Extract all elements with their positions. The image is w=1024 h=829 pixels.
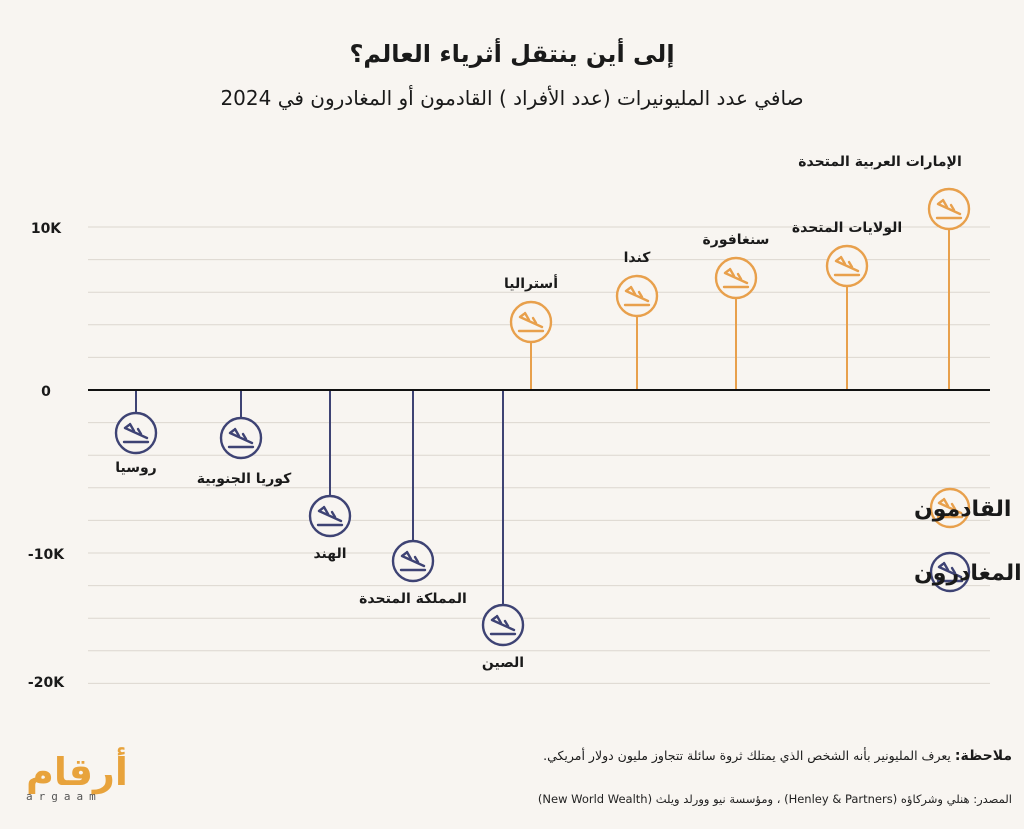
lollipop-marker bbox=[509, 300, 553, 344]
source-line: المصدر: هنلي وشركاؤه (Henley & Partners)… bbox=[537, 792, 1012, 806]
point-label: الإمارات العربية المتحدة bbox=[798, 154, 962, 170]
note-label: ملاحظة: bbox=[954, 748, 1012, 764]
lollipop-marker bbox=[308, 494, 352, 538]
lollipop-marker bbox=[825, 244, 869, 288]
point-label: الصين bbox=[482, 655, 524, 671]
y-tick-label: -10K bbox=[28, 547, 65, 563]
point-label: أستراليا bbox=[504, 274, 558, 292]
legend-label: المغادرون bbox=[914, 561, 1022, 586]
argaam-logo: أرقام argaam bbox=[26, 752, 136, 812]
lollipop-marker bbox=[391, 539, 435, 583]
lollipop-marker bbox=[714, 256, 758, 300]
point-label: سنغافورة bbox=[703, 232, 770, 248]
chart-title: إلى أين ينتقل أثرياء العالم؟ bbox=[349, 40, 675, 68]
lollipop-marker bbox=[927, 187, 971, 231]
lollipop-marker bbox=[481, 603, 525, 647]
lollipop-marker bbox=[219, 416, 263, 460]
point-label: كندا bbox=[624, 250, 652, 266]
lollipop-marker bbox=[615, 274, 659, 318]
legend-item: القادمون bbox=[914, 487, 1011, 529]
point-label: المملكة المتحدة bbox=[359, 591, 467, 607]
lollipop-marker bbox=[114, 411, 158, 455]
y-tick-label: 10K bbox=[31, 221, 62, 237]
y-tick-label: 0 bbox=[41, 384, 51, 400]
point-label: الولايات المتحدة bbox=[792, 220, 902, 236]
note-text: يعرف المليونير بأنه الشخص الذي يمتلك ثرو… bbox=[543, 748, 951, 763]
point-label: الهند bbox=[313, 546, 346, 562]
footnote: ملاحظة: يعرف المليونير بأنه الشخص الذي ي… bbox=[312, 748, 1012, 764]
point-label: كوريا الجنوبية bbox=[197, 471, 292, 487]
legend-label: القادمون bbox=[914, 497, 1011, 522]
logo-latin-text: argaam bbox=[26, 790, 102, 803]
lollipop-chart: 10K 0 -10K -20K روسيا كوريا الجنوبية الهند الم… bbox=[28, 154, 1022, 691]
point-label: روسيا bbox=[115, 460, 157, 476]
logo-arabic-text: أرقام bbox=[26, 750, 128, 794]
chart-subtitle: صافي عدد المليونيرات (عدد الأفراد ) القا… bbox=[220, 86, 804, 110]
legend-item: المغادرون bbox=[914, 551, 1022, 593]
y-tick-label: -20K bbox=[28, 675, 65, 691]
